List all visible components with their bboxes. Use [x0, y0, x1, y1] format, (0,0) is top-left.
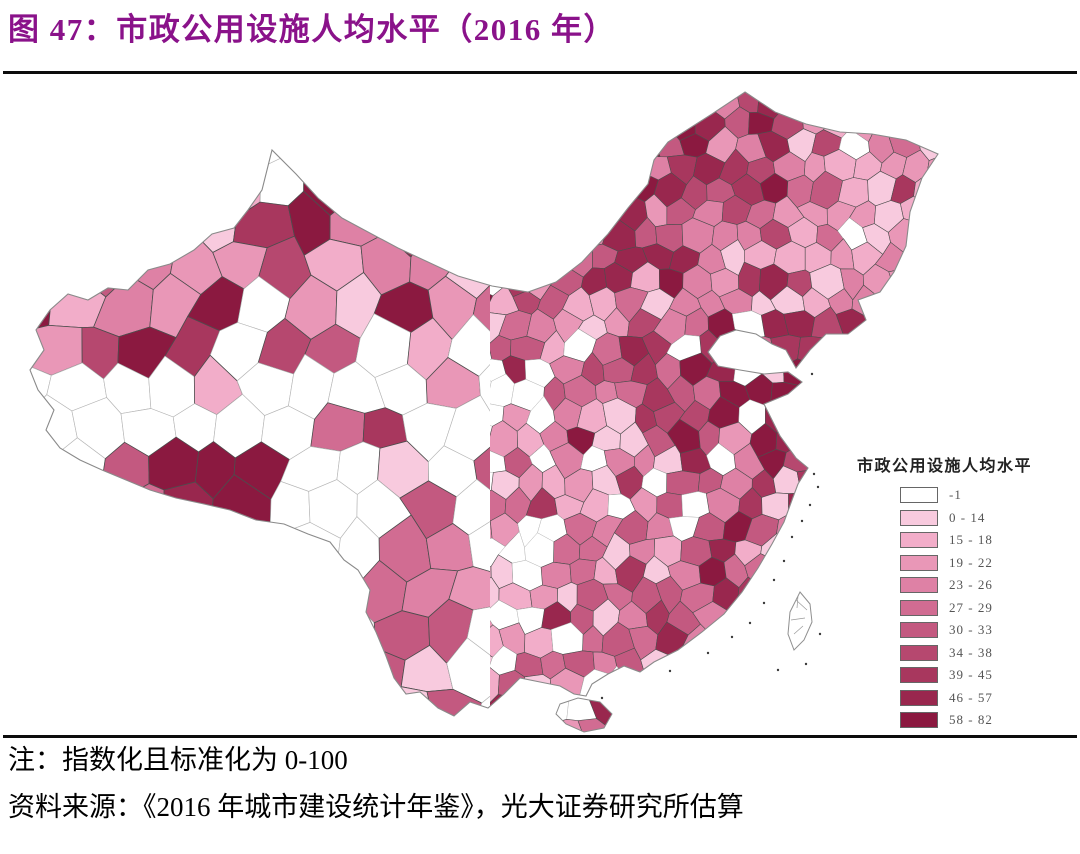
map-cell: [497, 669, 525, 699]
map-cell: [888, 267, 916, 296]
legend-label: 58 - 82: [949, 712, 993, 727]
legend-label: 19 - 22: [949, 554, 993, 570]
legend-rows: -1 0 - 14 15 - 18 19 - 22 23 - 26 27 - 29 30 -…: [856, 487, 1071, 728]
legend-swatch: [900, 644, 938, 661]
map-cell: [654, 126, 685, 158]
island-dot: [810, 372, 814, 376]
map-cell: [627, 129, 661, 158]
map-legend: 市政公用设施人均水平 -1 0 - 14 15 - 18 19 - 22 23 - 26…: [856, 452, 1071, 735]
map-cell: [524, 674, 552, 700]
map-cell: [466, 605, 490, 662]
map-cell: [478, 361, 490, 419]
legend-label: 15 - 18: [949, 532, 993, 547]
legend-swatch: [900, 622, 938, 638]
island-dot: [782, 559, 786, 563]
map-cell: [80, 241, 130, 298]
map-cell: [468, 517, 490, 575]
legend-row: 34 - 38: [900, 644, 1071, 661]
legend-swatch: [900, 554, 938, 571]
map-cell: [472, 277, 490, 337]
legend-swatch: [900, 532, 938, 548]
map-cell: [732, 310, 766, 339]
map-cell: [681, 491, 710, 518]
legend-row: 39 - 45: [900, 667, 1071, 683]
map-cell: [539, 695, 570, 724]
island-dot: [808, 503, 812, 507]
island-dot: [790, 535, 794, 539]
legend-row: 15 - 18: [900, 532, 1071, 548]
legend-swatch: [900, 599, 938, 616]
taiwan-internal-borders: [790, 595, 808, 635]
legend-row: 0 - 14: [900, 509, 1071, 526]
china-choropleth-map: [29, 91, 939, 733]
legend-row: 58 - 82: [900, 712, 1071, 728]
legend-row: 23 - 26: [900, 577, 1071, 593]
map-cell: [666, 470, 701, 496]
legend-swatch: [900, 667, 938, 683]
hainan-outline: [555, 697, 613, 733]
island-dot: [772, 578, 776, 582]
map-cell: [473, 436, 490, 499]
choropleth-cells: [30, 92, 938, 732]
map-cell: [120, 483, 165, 533]
island-dot: [668, 669, 672, 673]
taiwan-outline: [787, 591, 813, 651]
legend-row: 19 - 22: [900, 554, 1071, 571]
legend-label: 34 - 38: [949, 644, 993, 660]
map-cell: [797, 336, 828, 367]
figure-title: 图 47：市政公用设施人均水平（2016 年）: [8, 12, 616, 47]
island-dot: [800, 519, 804, 523]
legend-label: 39 - 45: [949, 667, 993, 682]
legend-label: 30 - 33: [949, 622, 993, 637]
legend-swatch: [900, 509, 938, 526]
map-cell: [782, 441, 819, 473]
island-dot: [762, 601, 766, 605]
china-outline: [29, 91, 939, 717]
legend-row: -1: [900, 487, 1071, 503]
island-dot: [818, 632, 822, 636]
island-dot: [748, 621, 752, 625]
island-dot: [730, 635, 734, 639]
legend-row: 46 - 57: [900, 689, 1071, 706]
figure-source: 资料来源：《2016 年城市建设统计年鉴》，光大证券研究所估算: [8, 792, 744, 823]
island-dot: [804, 662, 808, 666]
legend-row: 30 - 33: [900, 622, 1071, 638]
legend-swatch: [900, 577, 938, 593]
island-dot: [706, 651, 710, 655]
island-dot: [600, 696, 604, 700]
bottom-divider: [3, 735, 1077, 738]
legend-swatch: [900, 712, 938, 728]
legend-label: 23 - 26: [949, 577, 993, 592]
map-cell: [835, 308, 870, 342]
legend-title: 市政公用设施人均水平: [857, 458, 1033, 475]
legend-label: -1: [949, 487, 962, 502]
legend-swatch: [900, 689, 938, 706]
map-cell: [93, 274, 154, 338]
island-dot: [776, 668, 780, 672]
map-cell: [775, 423, 806, 453]
legend-label: 27 - 29: [949, 599, 993, 615]
legend-swatch: [900, 487, 938, 503]
legend-label: 46 - 57: [949, 689, 993, 705]
island-dot: [812, 472, 816, 476]
top-divider: [3, 71, 1077, 74]
coastal-islands: [600, 372, 822, 700]
figure-note: 注：指数化且标准化为 0-100: [8, 745, 348, 775]
legend-label: 0 - 14: [949, 509, 986, 525]
cells-west: [30, 150, 490, 732]
legend-row: 27 - 29: [900, 599, 1071, 616]
map-cell: [783, 310, 816, 338]
island-dot: [816, 485, 820, 489]
figure-notes: 注：指数化且标准化为 0-100 资料来源：《2016 年城市建设统计年鉴》，光…: [8, 744, 1076, 839]
map-cell: [720, 328, 753, 367]
map-cell: [30, 278, 52, 332]
